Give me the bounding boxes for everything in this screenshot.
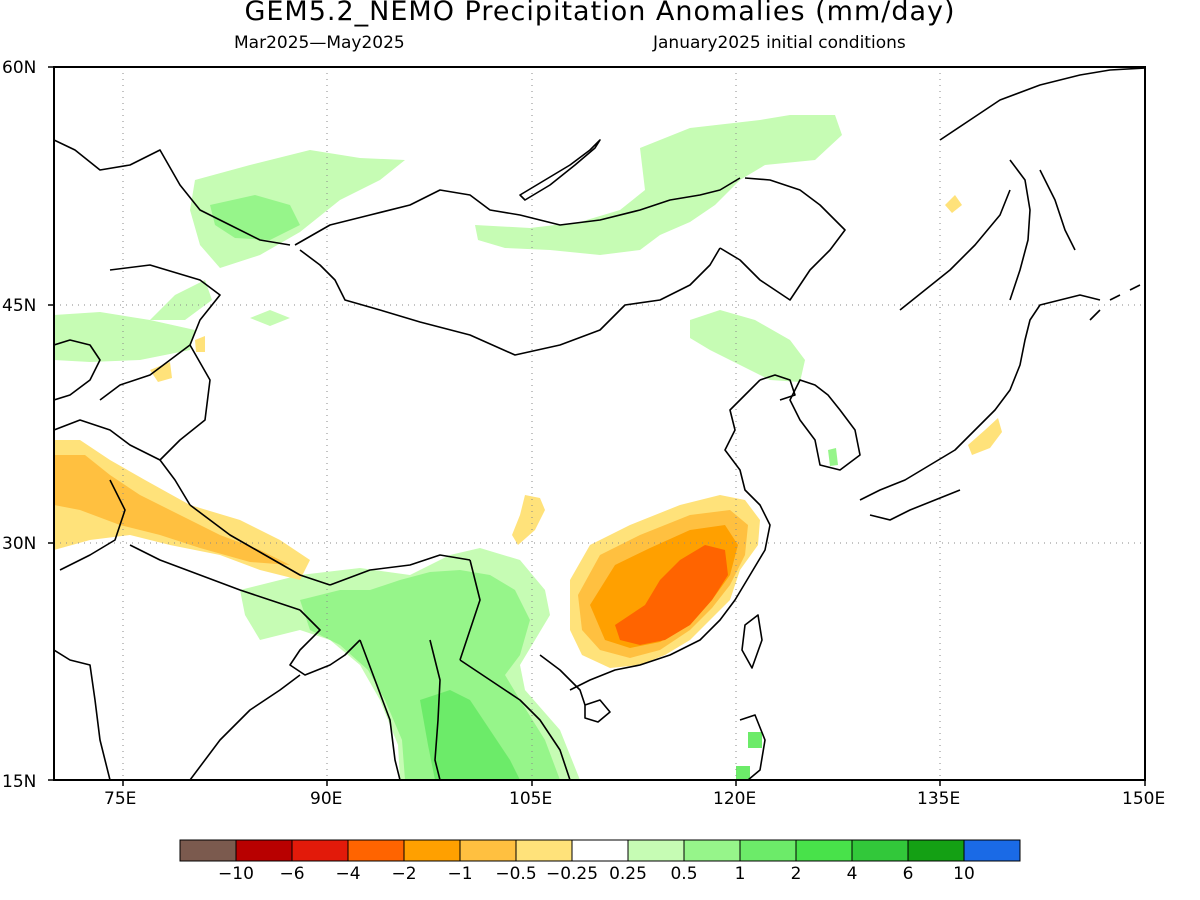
anomaly-region-northeast-china — [690, 310, 805, 382]
colorbar-label: 2 — [790, 864, 802, 884]
lat-label-45n: 45N — [2, 296, 37, 316]
colorbar — [179, 839, 1021, 862]
anomaly-region-myanmar-core — [420, 690, 520, 780]
colorbar-swatch — [291, 839, 349, 862]
colorbar-swatch — [851, 839, 909, 862]
colorbar-label: 1 — [734, 864, 746, 884]
lat-label-60n: 60N — [2, 58, 37, 78]
map-title: GEM5.2_NEMO Precipitation Anomalies (mm/… — [244, 0, 956, 27]
anomaly-region-kazakh-patch — [150, 362, 172, 382]
colorbar-swatch — [347, 839, 405, 862]
colorbar-swatch — [515, 839, 573, 862]
anomaly-region-kazakhstan-core — [210, 195, 300, 240]
colorbar-label: 4 — [846, 864, 858, 884]
anomaly-region-kazakh-strip — [150, 280, 212, 320]
anomaly-region-tibet-patch — [512, 495, 545, 545]
map-frame — [53, 66, 1146, 781]
colorbar-swatch — [235, 839, 293, 862]
anomaly-fields — [54, 115, 1002, 780]
lat-label-30n: 30N — [2, 534, 37, 554]
lon-label-75e: 75E — [104, 789, 137, 809]
forecast-period: Mar2025—May2025 — [234, 33, 405, 53]
coastlines-and-borders — [54, 67, 1145, 780]
colorbar-label: 10 — [953, 864, 975, 884]
colorbar-swatch — [627, 839, 685, 862]
colorbar-swatch — [963, 839, 1021, 862]
lon-label-90e: 90E — [310, 789, 343, 809]
lon-label-150e: 150E — [1122, 789, 1166, 809]
colorbar-label: −1 — [447, 864, 473, 884]
anomaly-region-himalaya-inner — [54, 455, 290, 565]
colorbar-label: −10 — [218, 864, 254, 884]
colorbar-label: 0.5 — [670, 864, 698, 884]
anomaly-region-korea-patch — [828, 448, 838, 466]
anomaly-region-siberia-mongolia — [475, 115, 842, 255]
anomaly-region-indochina-inner — [300, 570, 560, 780]
axis-ticks — [48, 66, 1146, 786]
colorbar-swatch — [907, 839, 965, 862]
lat-label-15n: 15N — [2, 772, 37, 792]
gridlines — [54, 67, 1145, 780]
colorbar-label: −6 — [279, 864, 305, 884]
lon-label-135e: 135E — [917, 789, 961, 809]
anomaly-region-west-central-asia — [54, 312, 195, 362]
lon-label-120e: 120E — [713, 789, 757, 809]
colorbar-swatch — [795, 839, 853, 862]
colorbar-label: −0.5 — [495, 864, 537, 884]
colorbar-label: −2 — [391, 864, 417, 884]
lon-label-105e: 105E — [509, 789, 553, 809]
colorbar-label: −0.25 — [545, 864, 599, 884]
colorbar-swatch — [683, 839, 741, 862]
anomaly-region-caspian-patch — [250, 310, 290, 326]
colorbar-label: −4 — [335, 864, 361, 884]
anomaly-region-japan-patch — [968, 418, 1002, 455]
anomaly-region-luzon-patch — [736, 766, 750, 780]
initial-conditions: January2025 initial conditions — [653, 33, 906, 53]
colorbar-label: 0.25 — [609, 864, 647, 884]
colorbar-swatch — [403, 839, 461, 862]
anomaly-region-taiwan-patch — [748, 732, 762, 748]
colorbar-swatch — [459, 839, 517, 862]
colorbar-swatch — [179, 839, 237, 862]
colorbar-swatch — [739, 839, 797, 862]
colorbar-label: 6 — [902, 864, 914, 884]
anomaly-region-south-china-core — [615, 545, 728, 645]
anomaly-region-kyrgyz-patch — [195, 336, 205, 352]
colorbar-swatch — [571, 839, 629, 862]
anomaly-region-sakhalin-patch — [945, 195, 962, 213]
